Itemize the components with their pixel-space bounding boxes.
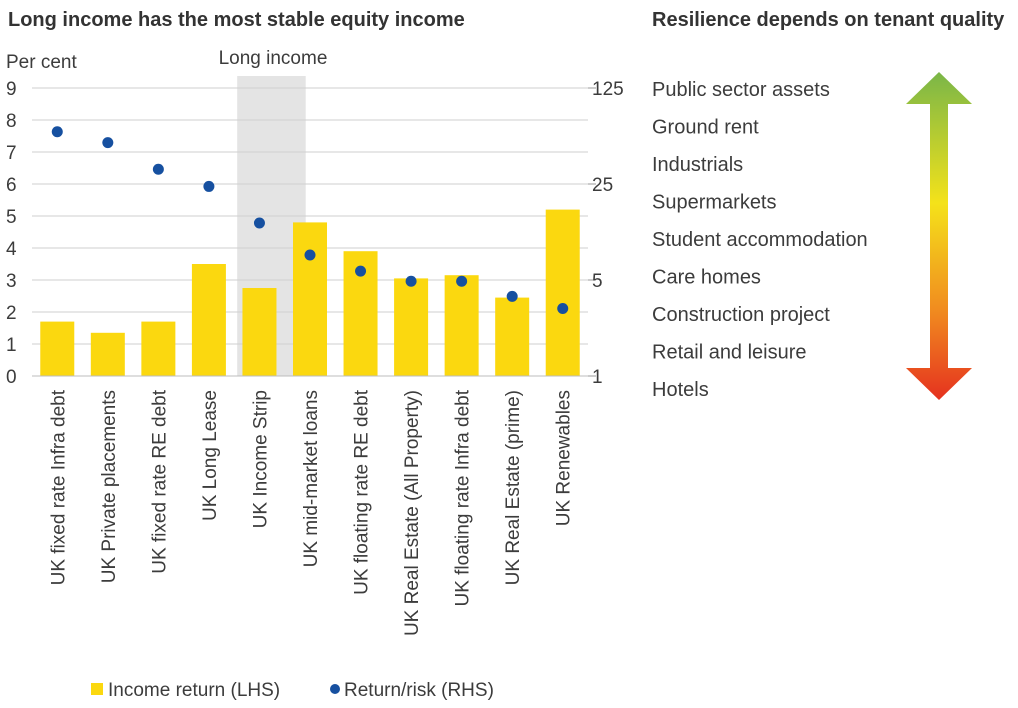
- point: [304, 249, 316, 261]
- category-label: UK Long Lease: [200, 390, 221, 521]
- category-labels: UK fixed rate Infra debt UK Private place…: [48, 389, 574, 636]
- category-label: UK floating rate RE debt: [352, 389, 373, 595]
- tenant-item: Care homes: [652, 267, 761, 289]
- right-axis-ticks: 1 5 25 125: [588, 79, 624, 388]
- left-tick-label: 4: [6, 239, 17, 260]
- bar: [242, 288, 277, 376]
- right-tick-label: 125: [592, 79, 624, 100]
- left-tick-label: 0: [6, 367, 17, 388]
- point: [355, 265, 367, 277]
- bar: [545, 209, 580, 376]
- left-tick-label: 1: [6, 335, 17, 356]
- bar: [293, 222, 327, 376]
- point: [152, 163, 164, 175]
- tenant-item: Hotels: [652, 379, 709, 401]
- point: [557, 303, 569, 315]
- category-label: UK Private placements: [99, 390, 120, 583]
- bar: [90, 332, 125, 376]
- tenant-item: Public sector assets: [652, 79, 830, 101]
- left-tick-label: 9: [6, 79, 17, 100]
- left-tick-label: 7: [6, 143, 17, 164]
- left-tick-label: 2: [6, 303, 17, 324]
- category-label: UK fixed rate RE debt: [149, 389, 170, 573]
- y-axis-label: Per cent: [6, 52, 77, 73]
- point: [51, 126, 63, 138]
- return-risk-points: [51, 126, 569, 315]
- legend-swatch-return-risk: [330, 684, 340, 694]
- bar: [495, 297, 530, 376]
- tenant-quality-list: Public sector assets Ground rent Industria…: [652, 79, 868, 401]
- chart-title: Long income has the most stable equity i…: [8, 9, 465, 31]
- legend-label-income-return: Income return (LHS): [108, 680, 280, 701]
- tenant-item: Construction project: [652, 304, 830, 326]
- tenant-item: Ground rent: [652, 117, 759, 139]
- point: [203, 180, 215, 192]
- category-label: UK Renewables: [554, 390, 575, 526]
- category-label: UK fixed rate Infra debt: [48, 389, 69, 585]
- legend-swatch-income-return: [91, 683, 103, 695]
- income-return-bars: [40, 209, 580, 376]
- tenant-item: Student accommodation: [652, 229, 868, 251]
- tenant-item: Retail and leisure: [652, 342, 807, 364]
- bar: [191, 264, 226, 376]
- point: [506, 290, 518, 302]
- bar: [394, 278, 429, 376]
- left-tick-label: 8: [6, 111, 17, 132]
- category-label: UK Real Estate (All Property): [402, 390, 423, 636]
- tenant-item: Industrials: [652, 154, 743, 176]
- tenant-item: Supermarkets: [652, 192, 777, 214]
- category-label: UK floating rate Infra debt: [453, 389, 474, 606]
- category-label: UK Income Strip: [250, 390, 271, 528]
- point: [405, 275, 417, 287]
- point: [102, 137, 114, 149]
- category-label: UK Real Estate (prime): [503, 390, 524, 585]
- tenant-panel-title: Resilience depends on tenant quality: [652, 9, 1005, 31]
- left-tick-label: 6: [6, 175, 17, 196]
- right-tick-label: 1: [592, 367, 603, 388]
- right-tick-label: 5: [592, 271, 603, 292]
- left-tick-label: 5: [6, 207, 17, 228]
- legend-label-return-risk: Return/risk (RHS): [344, 680, 494, 701]
- bar: [141, 321, 176, 376]
- left-axis-ticks: 0 1 2 3 4 5 6 7 8 9: [6, 79, 17, 388]
- legend: Income return (LHS) Return/risk (RHS): [91, 680, 494, 701]
- category-label: UK mid-market loans: [301, 390, 322, 567]
- bar: [444, 275, 479, 376]
- right-tick-label: 25: [592, 175, 613, 196]
- left-tick-label: 3: [6, 271, 17, 292]
- double-arrow-icon: [906, 72, 972, 400]
- point: [456, 275, 468, 287]
- point: [253, 217, 265, 229]
- bar: [40, 321, 75, 376]
- highlight-label: Long income: [219, 48, 328, 69]
